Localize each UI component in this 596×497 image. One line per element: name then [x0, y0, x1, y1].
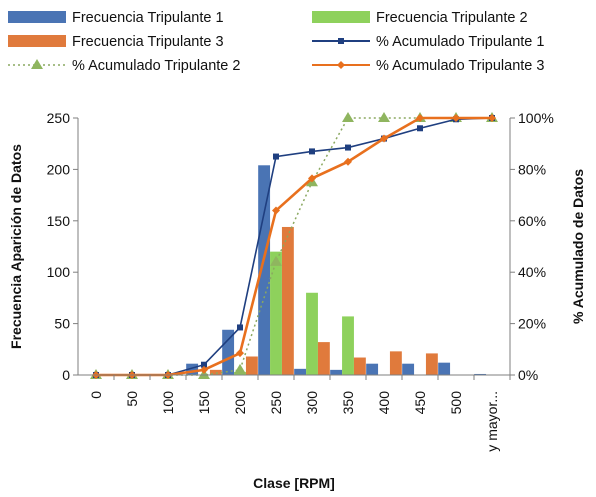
- y2-axis-title: % Acumulado de Datos: [570, 169, 586, 324]
- bar: [425, 353, 438, 375]
- bar: [258, 165, 271, 375]
- bar: [317, 342, 330, 375]
- legend-swatch: [312, 11, 370, 23]
- y-tick-label: 0: [62, 367, 70, 383]
- line-point: [337, 61, 345, 69]
- bar: [342, 316, 354, 375]
- series-line: [96, 117, 493, 376]
- line-point: [345, 144, 351, 151]
- y-tick-label: 150: [47, 213, 71, 229]
- x-tick-label: 350: [340, 391, 356, 415]
- y-axis-title: Frecuencia Aparición de Datos: [8, 144, 24, 349]
- line-point: [488, 114, 496, 122]
- y-tick-label: 100: [47, 264, 71, 280]
- legend-item: % Acumulado Tripulante 3: [312, 58, 544, 74]
- line-point: [452, 114, 460, 122]
- axes-layer: 0 50 100 150 200 250 0% 20% 40% 60% 80% 100% 0 50 100 1…: [47, 110, 554, 452]
- line-point: [273, 153, 279, 160]
- legend-item: Frecuencia Tripulante 3: [8, 34, 224, 50]
- y-tick-label: 200: [47, 161, 71, 177]
- x-tick-label: 300: [304, 391, 320, 415]
- x-tick-label: y mayor...: [484, 391, 500, 452]
- x-axis-title: Clase [RPM]: [253, 475, 335, 491]
- legend-label: Frecuencia Tripulante 2: [376, 10, 528, 26]
- line-point: [378, 112, 390, 122]
- line-point: [234, 363, 246, 374]
- x-tick-label: 450: [412, 391, 428, 415]
- line-point: [308, 174, 316, 183]
- bars-layer: [186, 165, 487, 375]
- line-point: [31, 59, 43, 69]
- line-point: [344, 157, 352, 166]
- bar: [245, 356, 258, 375]
- y2-tick-label: 60%: [518, 213, 546, 229]
- x-tick-label: 200: [232, 391, 248, 415]
- line-point: [338, 38, 344, 44]
- bar: [306, 292, 318, 375]
- line-point: [272, 206, 280, 215]
- x-tick-label: 250: [268, 391, 284, 415]
- line-point: [270, 255, 282, 266]
- line-point: [416, 114, 424, 122]
- y2-tick-label: 20%: [518, 316, 546, 332]
- line-point: [198, 369, 210, 379]
- legend-swatch: [8, 11, 66, 23]
- x-tick-label: 0: [88, 391, 104, 399]
- line-point: [417, 125, 423, 132]
- line-point: [236, 349, 244, 358]
- bar: [270, 251, 282, 375]
- line-point: [237, 324, 243, 331]
- bar: [438, 362, 451, 375]
- legend-label: Frecuencia Tripulante 1: [72, 10, 224, 26]
- bar: [474, 373, 487, 375]
- line-point: [200, 365, 208, 374]
- bar: [294, 368, 307, 375]
- y-tick-label: 50: [54, 316, 70, 332]
- line-point: [342, 112, 354, 122]
- series-line: [96, 117, 492, 376]
- legend-item: % Acumulado Tripulante 2: [8, 58, 240, 74]
- y2-tick-label: 0%: [518, 367, 538, 383]
- x-tick-label: 150: [196, 391, 212, 415]
- bar: [330, 369, 343, 375]
- bar: [353, 357, 366, 375]
- bar: [222, 329, 235, 375]
- x-tick-label: 400: [376, 391, 392, 415]
- legend-item: Frecuencia Tripulante 2: [312, 10, 528, 26]
- legend-item: % Acumulado Tripulante 1: [312, 34, 544, 50]
- legend-swatch: [8, 35, 66, 47]
- legend-label: Frecuencia Tripulante 3: [72, 34, 224, 50]
- legend-label: % Acumulado Tripulante 1: [376, 34, 544, 50]
- line-point: [380, 134, 388, 143]
- lines-layer: [90, 112, 498, 379]
- y2-tick-label: 100%: [518, 110, 554, 126]
- legend: Frecuencia Tripulante 1 Frecuencia Tripul…: [8, 10, 544, 74]
- y2-tick-label: 80%: [518, 161, 546, 177]
- x-tick-label: 100: [160, 391, 176, 415]
- y-tick-label: 250: [47, 110, 71, 126]
- legend-label: % Acumulado Tripulante 3: [376, 58, 544, 74]
- legend-item: Frecuencia Tripulante 1: [8, 10, 224, 26]
- bar: [186, 363, 199, 375]
- line-point: [201, 361, 207, 368]
- x-tick-label: 500: [448, 391, 464, 415]
- line-point: [309, 148, 315, 155]
- bar: [389, 351, 402, 375]
- bar: [366, 363, 379, 375]
- bar: [209, 369, 222, 375]
- y2-tick-label: 40%: [518, 264, 546, 280]
- bar: [281, 226, 294, 375]
- x-tick-label: 50: [124, 391, 140, 407]
- series-line: [96, 116, 492, 377]
- bar: [402, 363, 415, 375]
- legend-label: % Acumulado Tripulante 2: [72, 58, 240, 74]
